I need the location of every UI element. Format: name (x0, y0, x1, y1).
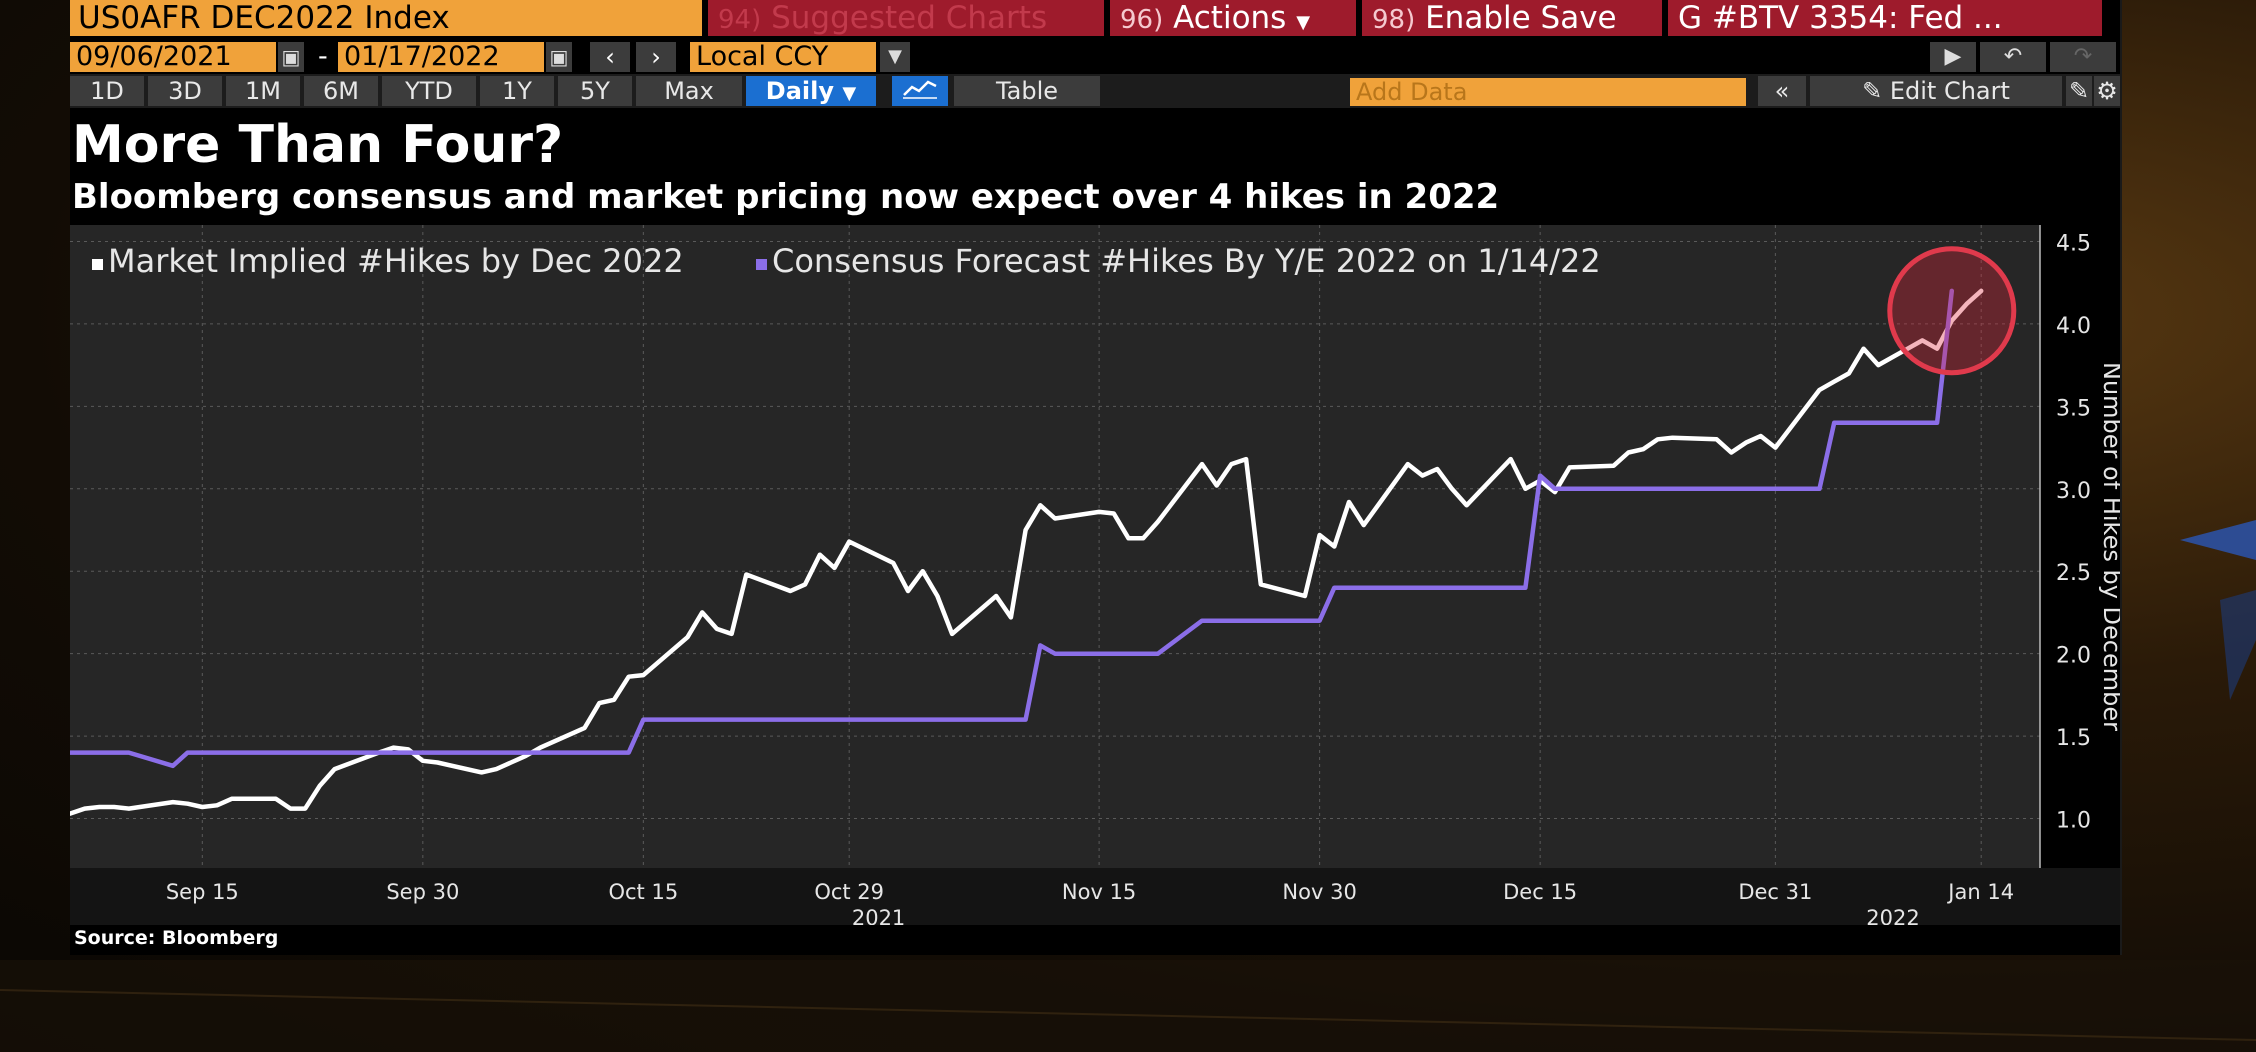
x-tick-label: Sep 15 (166, 880, 239, 904)
chevron-left-icon[interactable]: ‹ (590, 42, 630, 72)
actions-number: 96) (1120, 5, 1164, 35)
chart-subtitle: Bloomberg consensus and market pricing n… (72, 177, 1500, 217)
line-chart-icon[interactable] (892, 76, 948, 106)
gear-icon[interactable]: ⚙ (2094, 76, 2120, 106)
period-max[interactable]: Max (636, 76, 742, 106)
calendar-icon[interactable]: ▣ (278, 42, 304, 72)
command-bar: US0AFR DEC2022 Index 94) Suggested Chart… (70, 0, 2120, 38)
edit-chart-button[interactable]: ✎ Edit Chart (1810, 76, 2062, 106)
x-tick-label: Dec 15 (1503, 880, 1577, 904)
x-tick-label: Nov 15 (1062, 880, 1136, 904)
chevron-down-icon: ▼ (1296, 12, 1311, 33)
chevron-right-icon[interactable]: › (636, 42, 676, 72)
line-chart-icon-glyph (903, 80, 937, 99)
highlight-circle (1887, 246, 2017, 376)
y-tick-label: 2.5 (2056, 561, 2091, 586)
y-tick-label: 4.5 (2056, 231, 2091, 256)
x-tick-label: Sep 30 (386, 880, 459, 904)
y-tick-label: 4.0 (2056, 314, 2091, 339)
y-tick-label: 3.0 (2056, 479, 2091, 504)
add-data-input[interactable]: Add Data (1350, 78, 1746, 106)
ticker-field[interactable]: US0AFR DEC2022 Index (70, 0, 702, 36)
suggested-charts-button[interactable]: 94) Suggested Charts (708, 0, 1104, 36)
frequency-select[interactable]: Daily ▼ (746, 76, 876, 106)
suggested-charts-number: 94) (718, 5, 762, 35)
line-chart: Market Implied #Hikes by Dec 2022 Consens… (67, 225, 2126, 930)
undo-icon[interactable]: ↶ (1980, 42, 2046, 72)
enable-save-button[interactable]: 98) Enable Save (1362, 0, 1662, 36)
redo-icon[interactable]: ↷ (2050, 42, 2116, 72)
period-6m[interactable]: 6M (304, 76, 378, 106)
x-tick-label: Oct 15 (608, 880, 678, 904)
terminal-window: US0AFR DEC2022 Index 94) Suggested Chart… (67, 0, 2126, 955)
chevron-down-icon[interactable]: ▼ (880, 42, 910, 72)
x-tick-label: Jan 14 (1946, 880, 2014, 904)
end-date-input[interactable]: 01/17/2022 (338, 42, 544, 72)
x-tick-label: Dec 31 (1738, 880, 1812, 904)
chevron-down-icon: ▼ (842, 83, 857, 104)
series-line-market-implied (67, 288, 1984, 816)
suggested-charts-label: Suggested Charts (771, 0, 1048, 36)
chart-area: Market Implied #Hikes by Dec 2022 Consens… (67, 225, 2126, 930)
table-button[interactable]: Table (954, 76, 1100, 106)
y-tick-label: 1.5 (2056, 726, 2091, 751)
enable-save-label: Enable Save (1425, 0, 1617, 36)
chart-toolbar: 1D 3D 1M 6M YTD 1Y 5Y Max Daily ▼ Table … (70, 74, 2120, 108)
calendar-icon[interactable]: ▣ (546, 42, 572, 72)
start-date-input[interactable]: 09/06/2021 (70, 42, 276, 72)
currency-select[interactable]: Local CCY (690, 42, 876, 72)
y-tick-label: 3.5 (2056, 396, 2091, 421)
y-axis-label: Number of Hikes by December (2098, 362, 2120, 731)
date-separator: - (318, 41, 328, 72)
x-tick-label: Nov 30 (1282, 880, 1356, 904)
period-ytd[interactable]: YTD (382, 76, 476, 106)
double-chevron-left-icon[interactable]: « (1758, 76, 1806, 106)
news-headline-button[interactable]: G #BTV 3354: Fed ... (1668, 0, 2102, 36)
period-1m[interactable]: 1M (226, 76, 300, 106)
legend-label: Consensus Forecast #Hikes By Y/E 2022 on… (772, 242, 1601, 280)
actions-label: Actions (1173, 0, 1287, 36)
legend-swatch (92, 259, 103, 270)
legend-label: Market Implied #Hikes by Dec 2022 (108, 242, 684, 280)
period-1y[interactable]: 1Y (480, 76, 554, 106)
period-5y[interactable]: 5Y (558, 76, 632, 106)
y-tick-label: 1.0 (2056, 809, 2091, 834)
date-range-bar: 09/06/2021 ▣ - 01/17/2022 ▣ ‹ › Local CC… (70, 42, 2120, 74)
period-3d[interactable]: 3D (148, 76, 222, 106)
edit-chart-label: Edit Chart (1889, 77, 2010, 105)
source-label: Source: Bloomberg (74, 927, 279, 949)
chart-title: More Than Four? (72, 115, 564, 175)
plot-background (70, 225, 2040, 868)
edit-icon[interactable]: ✎ (2066, 76, 2092, 106)
y-tick-label: 2.0 (2056, 644, 2091, 669)
x-year-label: 2021 (852, 906, 905, 925)
actions-button[interactable]: 96) Actions ▼ (1110, 0, 1356, 36)
presentation-icon[interactable]: ▶ (1930, 42, 1976, 72)
legend-swatch (756, 259, 767, 270)
enable-save-number: 98) (1372, 5, 1416, 35)
x-axis-band (70, 868, 2120, 925)
period-1d[interactable]: 1D (70, 76, 144, 106)
x-tick-label: Oct 29 (814, 880, 884, 904)
frequency-label: Daily (765, 77, 834, 105)
x-year-label: 2022 (1866, 906, 1919, 925)
pencil-icon: ✎ (1862, 77, 1883, 105)
series-line-consensus (67, 288, 1955, 769)
